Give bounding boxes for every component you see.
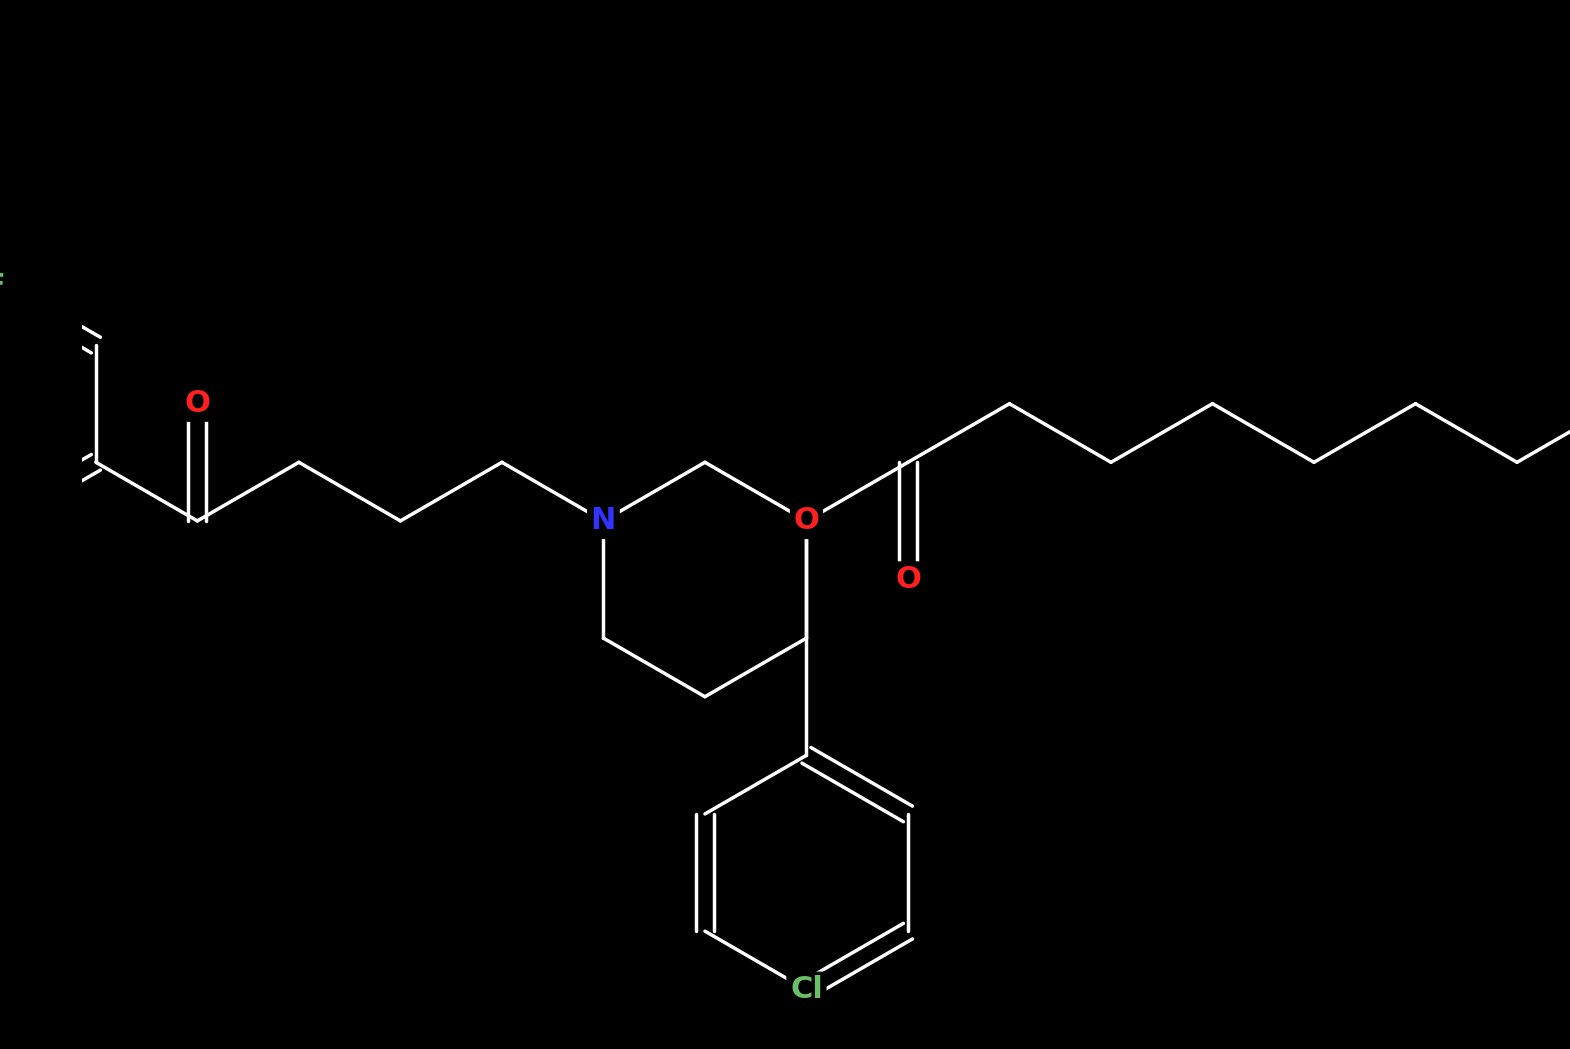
Text: N: N [590, 507, 615, 535]
Text: Cl: Cl [790, 976, 823, 1004]
Text: O: O [793, 507, 820, 535]
Text: O: O [184, 389, 210, 419]
Text: O: O [895, 565, 922, 594]
Text: F: F [0, 272, 5, 301]
